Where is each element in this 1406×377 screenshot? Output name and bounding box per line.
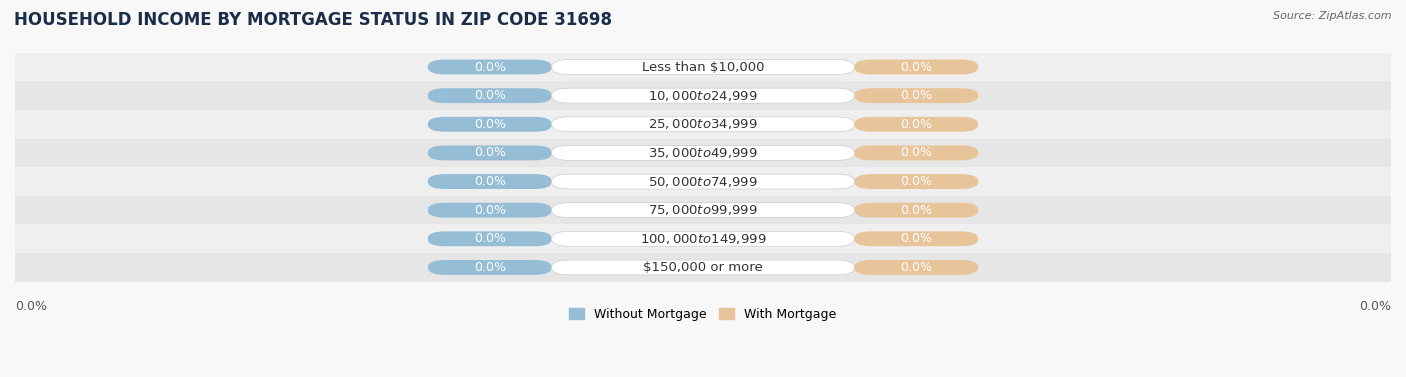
Text: 0.0%: 0.0% [15,300,46,313]
Bar [15,196,1391,224]
Text: 0.0%: 0.0% [474,204,506,217]
Text: 0.0%: 0.0% [900,89,932,102]
FancyBboxPatch shape [855,88,979,103]
FancyBboxPatch shape [427,174,551,189]
Bar [15,53,1391,81]
FancyBboxPatch shape [551,231,855,246]
FancyBboxPatch shape [855,174,979,189]
FancyBboxPatch shape [855,117,979,132]
Text: 0.0%: 0.0% [474,118,506,131]
Text: $50,000 to $74,999: $50,000 to $74,999 [648,175,758,188]
Text: 0.0%: 0.0% [474,232,506,245]
FancyBboxPatch shape [855,60,979,75]
Text: 0.0%: 0.0% [900,261,932,274]
Bar [15,139,1391,167]
Text: 0.0%: 0.0% [474,146,506,159]
Text: 0.0%: 0.0% [900,118,932,131]
Bar [15,167,1391,196]
Text: 0.0%: 0.0% [1360,300,1391,313]
FancyBboxPatch shape [427,88,551,103]
FancyBboxPatch shape [551,60,855,75]
FancyBboxPatch shape [551,146,855,160]
Text: Less than $10,000: Less than $10,000 [641,61,765,74]
FancyBboxPatch shape [551,174,855,189]
FancyBboxPatch shape [855,231,979,246]
FancyBboxPatch shape [855,203,979,218]
FancyBboxPatch shape [427,260,551,275]
FancyBboxPatch shape [855,260,979,275]
FancyBboxPatch shape [427,117,551,132]
Text: $150,000 or more: $150,000 or more [643,261,763,274]
Text: $35,000 to $49,999: $35,000 to $49,999 [648,146,758,160]
Text: HOUSEHOLD INCOME BY MORTGAGE STATUS IN ZIP CODE 31698: HOUSEHOLD INCOME BY MORTGAGE STATUS IN Z… [14,11,612,29]
Text: $10,000 to $24,999: $10,000 to $24,999 [648,89,758,103]
Text: 0.0%: 0.0% [474,261,506,274]
Text: 0.0%: 0.0% [900,61,932,74]
FancyBboxPatch shape [427,146,551,160]
FancyBboxPatch shape [551,88,855,103]
Text: 0.0%: 0.0% [900,175,932,188]
Text: $75,000 to $99,999: $75,000 to $99,999 [648,203,758,217]
Text: 0.0%: 0.0% [900,146,932,159]
FancyBboxPatch shape [427,203,551,218]
FancyBboxPatch shape [551,203,855,218]
FancyBboxPatch shape [855,146,979,160]
Text: 0.0%: 0.0% [900,232,932,245]
Bar [15,253,1391,282]
FancyBboxPatch shape [551,260,855,275]
Text: 0.0%: 0.0% [474,61,506,74]
Text: $100,000 to $149,999: $100,000 to $149,999 [640,232,766,246]
FancyBboxPatch shape [427,60,551,75]
Text: 0.0%: 0.0% [474,175,506,188]
FancyBboxPatch shape [427,231,551,246]
FancyBboxPatch shape [551,117,855,132]
Bar [15,224,1391,253]
Text: 0.0%: 0.0% [900,204,932,217]
Text: $25,000 to $34,999: $25,000 to $34,999 [648,117,758,131]
Text: 0.0%: 0.0% [474,89,506,102]
Bar [15,110,1391,139]
Legend: Without Mortgage, With Mortgage: Without Mortgage, With Mortgage [564,303,842,326]
Bar [15,81,1391,110]
Text: Source: ZipAtlas.com: Source: ZipAtlas.com [1274,11,1392,21]
